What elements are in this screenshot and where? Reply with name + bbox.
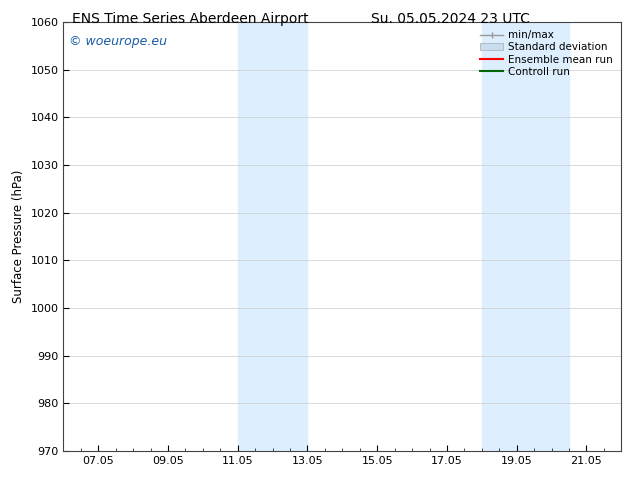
- Text: ENS Time Series Aberdeen Airport: ENS Time Series Aberdeen Airport: [72, 12, 309, 26]
- Text: Su. 05.05.2024 23 UTC: Su. 05.05.2024 23 UTC: [371, 12, 529, 26]
- Bar: [482, 22, 569, 451]
- Y-axis label: Surface Pressure (hPa): Surface Pressure (hPa): [12, 170, 25, 303]
- Legend: min/max, Standard deviation, Ensemble mean run, Controll run: min/max, Standard deviation, Ensemble me…: [477, 27, 616, 80]
- Text: © woeurope.eu: © woeurope.eu: [69, 35, 167, 48]
- Bar: [238, 22, 307, 451]
